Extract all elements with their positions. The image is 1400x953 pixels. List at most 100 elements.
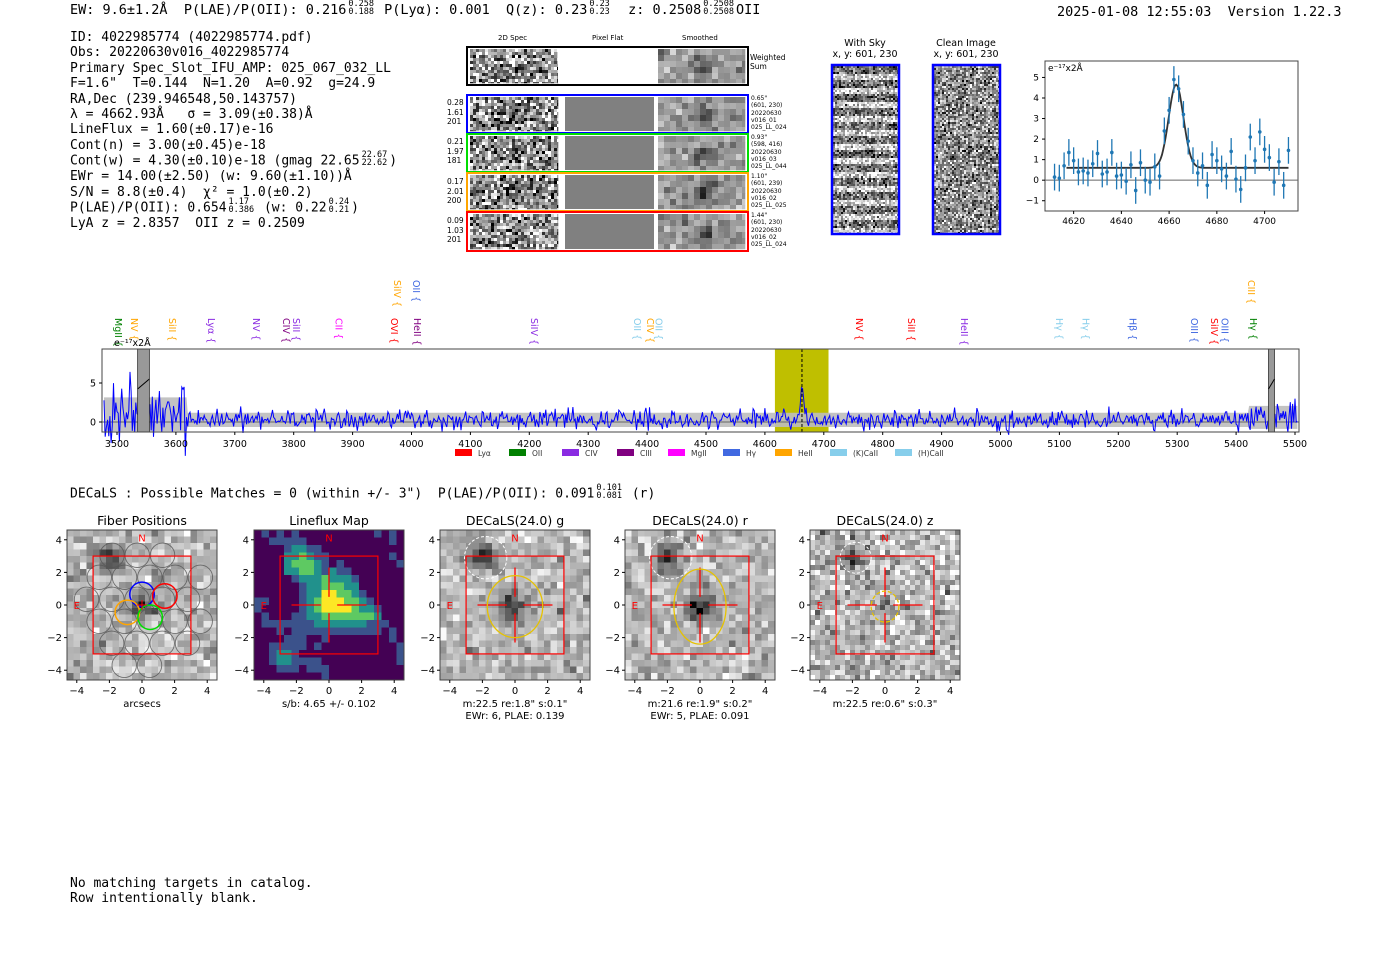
pixel [879, 186, 882, 189]
pixel [879, 170, 882, 173]
pixel [688, 115, 695, 122]
pixel [865, 168, 868, 171]
pixel [473, 76, 477, 80]
pixel [863, 74, 866, 77]
pixel [893, 180, 896, 183]
pixel [533, 148, 537, 152]
pixel [536, 82, 540, 84]
pixel [887, 100, 890, 103]
pixel [843, 204, 846, 207]
pixel [527, 214, 531, 218]
col-header-smoothed: Smoothed [682, 34, 718, 42]
pixel [849, 84, 852, 87]
pixel [506, 244, 510, 248]
pixel [833, 184, 836, 187]
pixel [539, 58, 543, 62]
pixel [889, 164, 892, 167]
pixel [877, 82, 880, 85]
pixel [883, 208, 886, 211]
pixel [859, 212, 862, 215]
pixel [843, 190, 846, 193]
pixel [473, 136, 477, 140]
pixel [847, 174, 850, 177]
pixel [881, 168, 884, 171]
pixel [839, 220, 842, 223]
pixel [849, 212, 852, 215]
pixel [491, 214, 495, 218]
pixel [877, 168, 880, 171]
pixel [539, 184, 543, 188]
pixel [485, 130, 489, 132]
pixel [736, 55, 743, 62]
pixel [494, 226, 498, 230]
pixel [855, 72, 858, 75]
pixel [839, 210, 842, 213]
pixel [712, 49, 719, 56]
pixel [518, 205, 522, 209]
pixel [843, 112, 846, 115]
pixel [694, 193, 701, 200]
pixel [875, 100, 878, 103]
pixel [670, 115, 677, 122]
pixel [482, 76, 486, 80]
pixel [881, 160, 884, 163]
pixel [518, 82, 522, 84]
pixel [893, 124, 896, 127]
pixel [875, 180, 878, 183]
pixel [865, 156, 868, 159]
pixel [512, 247, 516, 250]
pixel [887, 92, 890, 95]
pixel [518, 136, 522, 140]
pixel [875, 218, 878, 221]
pixel [485, 205, 489, 209]
pixel [688, 181, 695, 188]
pixel [895, 92, 898, 95]
pixel [676, 121, 683, 128]
pixel [682, 238, 689, 245]
pixel [833, 120, 836, 123]
pixel [518, 76, 522, 80]
pixel [491, 157, 495, 161]
pixel [536, 178, 540, 182]
pixel [479, 169, 483, 171]
pixel [881, 202, 884, 205]
pixel [893, 122, 896, 125]
pixel [897, 66, 899, 69]
pixel [676, 97, 683, 104]
pixel [853, 100, 856, 103]
pixel [557, 55, 559, 59]
spectral-line-label: HeII { [411, 318, 423, 346]
pixel [664, 136, 671, 143]
pixel [497, 52, 501, 56]
pixel [839, 160, 842, 163]
pixel [509, 127, 513, 131]
pixel [730, 205, 737, 210]
pixel [500, 109, 504, 113]
pixel [518, 238, 522, 242]
pixel [509, 148, 513, 152]
pixel [845, 98, 848, 101]
pixel [879, 172, 882, 175]
pixel [855, 174, 858, 177]
pixel [545, 193, 549, 197]
pixel [847, 224, 850, 227]
pixel [893, 198, 896, 201]
pixel [676, 238, 683, 245]
pixel [893, 172, 896, 175]
pixel [879, 192, 882, 195]
pixel [515, 136, 519, 140]
pixel [500, 181, 504, 185]
pixel [855, 112, 858, 115]
pixel [500, 202, 504, 206]
pixel [730, 127, 737, 132]
pixel [682, 136, 689, 143]
pixel [536, 214, 540, 218]
pixel [712, 109, 719, 116]
pixel [470, 139, 474, 143]
pixel [865, 150, 868, 153]
pixel [837, 122, 840, 125]
weighted-sum-label: Weighted Sum [750, 53, 786, 71]
pixel [527, 142, 531, 146]
pixel [881, 220, 884, 223]
info-plae: P(LAE)/P(OII): 0.654 1.17 0.386 (w: 0.22 0.… [70, 198, 397, 216]
